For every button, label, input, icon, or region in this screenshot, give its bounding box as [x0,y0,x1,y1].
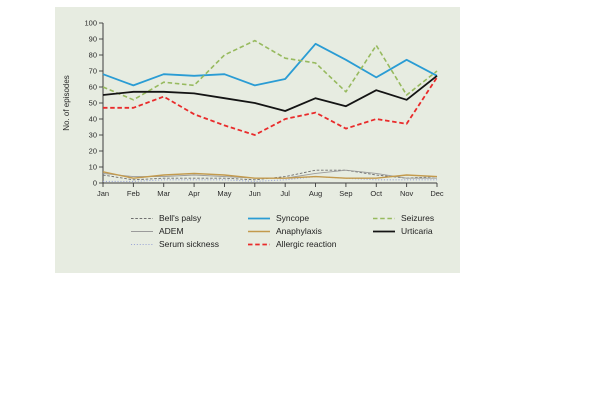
legend-item-adem: ADEM [131,225,219,238]
y-tick-label: 10 [89,163,97,172]
x-tick-label: Jun [249,189,261,198]
y-tick-label: 0 [93,179,97,188]
x-tick-label: Nov [400,189,414,198]
y-tick-label: 40 [89,115,97,124]
legend-item-syncope: Syncope [248,212,336,225]
legend-item-allergic-reaction: Allergic reaction [248,238,336,251]
legend-label: Allergic reaction [276,239,337,249]
x-tick-label: May [217,189,231,198]
series-line-anaphylaxis [102,171,438,179]
allergic-reaction-line-swatch [248,243,270,246]
y-tick-label: 80 [89,51,97,60]
x-tick-label: Mar [157,189,170,198]
legend-item-seizures: Seizures [373,212,434,225]
legend-label: Urticaria [401,226,433,236]
chart-legend: Bell's palsy ADEM Serum sickness Syncope Ana… [131,212,451,260]
legend-label: Serum sickness [159,239,219,249]
x-tick-label: Aug [309,189,322,198]
series-line-serum-sickness [103,176,437,182]
legend-label: Syncope [276,213,310,223]
legend-column-3: Seizures Urticaria [373,212,434,238]
legend-label: Anaphylaxis [276,226,322,236]
legend-label: Seizures [401,213,435,223]
anaphylaxis-line-swatch [248,230,270,233]
y-tick-label: 60 [89,83,97,92]
y-tick-label: 20 [89,147,97,156]
axis-lines [102,23,437,184]
x-tick-label: Apr [188,189,200,198]
legend-label: Bell's palsy [159,213,202,223]
legend-item-serum-sickness: Serum sickness [131,238,219,251]
x-tick-label: Oct [370,189,383,198]
episodes-line-chart: 0 10 20 30 40 50 60 70 80 90 100 Jan Feb Mar Apr May Jun… [62,19,444,198]
series-line-syncope [102,42,438,87]
legend-column-1: Bell's palsy ADEM Serum sickness [131,212,219,251]
chart-figure-panel: 0 10 20 30 40 50 60 70 80 90 100 Jan Feb Mar Apr May Jun… [55,7,460,273]
x-tick-label: Jan [97,189,109,198]
serum-sickness-line-swatch [131,243,153,246]
series-line-allergic-reaction [103,76,438,136]
seizures-line-swatch [373,217,395,220]
x-tick-label: Dec [430,189,444,198]
legend-item-urticaria: Urticaria [373,225,434,238]
syncope-line-swatch [248,217,270,220]
x-tick-label: Jul [280,189,290,198]
y-tick-label: 30 [89,131,97,140]
series-line-urticaria [102,75,438,112]
y-tick-label: 50 [89,99,97,108]
x-tick-label: Feb [127,189,140,198]
series-line-bell-s-palsy [102,169,438,181]
y-tick-label: 90 [89,35,97,44]
adem-line-swatch [131,231,153,232]
legend-item-bell-s-palsy: Bell's palsy [131,212,219,225]
x-tick-label: Sep [339,189,352,198]
legend-column-2: Syncope Anaphylaxis Allergic reaction [248,212,336,251]
legend-label: ADEM [159,226,184,236]
y-tick-label: 100 [84,19,97,28]
y-axis-title: No. of episodes [62,75,71,131]
legend-item-anaphylaxis: Anaphylaxis [248,225,336,238]
bell-s-palsy-line-swatch [131,218,153,219]
series-line-seizures [102,39,438,101]
y-tick-label: 70 [89,67,97,76]
urticaria-line-swatch [373,230,395,233]
